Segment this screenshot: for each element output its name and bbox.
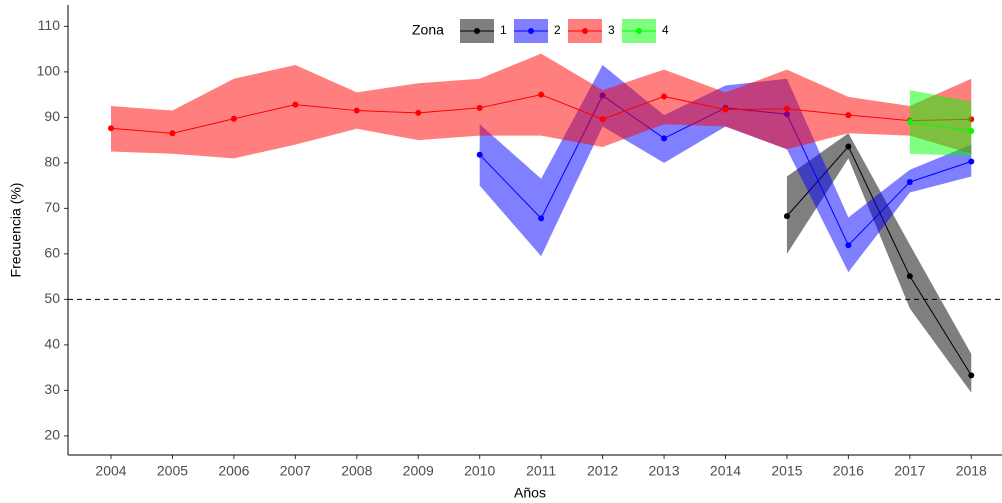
x-axis-title: Años	[514, 485, 546, 501]
data-point	[292, 101, 299, 108]
x-tick-label: 2013	[648, 463, 679, 479]
data-point	[169, 130, 176, 137]
data-point	[906, 273, 913, 280]
data-point	[906, 118, 913, 125]
x-tick-label: 2009	[403, 463, 434, 479]
data-point	[415, 109, 422, 116]
data-point	[845, 242, 852, 249]
data-point	[968, 158, 975, 165]
x-tick-label: 2014	[710, 463, 741, 479]
x-tick-label: 2016	[833, 463, 864, 479]
series-line	[909, 121, 972, 132]
x-tick-label: 2018	[956, 463, 987, 479]
legend-dot	[474, 28, 480, 34]
y-tick-label: 60	[44, 245, 60, 261]
data-point	[906, 178, 913, 185]
confidence-band	[909, 90, 972, 157]
data-point	[968, 128, 975, 135]
y-tick-label: 40	[44, 336, 60, 352]
y-tick-label: 70	[44, 199, 60, 215]
x-tick-label: 2007	[280, 463, 311, 479]
legend-label: 3	[608, 23, 615, 37]
data-point	[968, 372, 975, 379]
data-point	[538, 91, 545, 98]
x-tick-label: 2011	[526, 463, 556, 479]
x-tick-label: 2010	[464, 463, 495, 479]
data-point	[661, 93, 668, 100]
y-tick-label: 90	[44, 108, 60, 124]
data-point	[599, 116, 606, 123]
y-tick-label: 80	[44, 154, 60, 170]
legend-title: Zona	[412, 22, 444, 38]
y-tick-label: 50	[44, 290, 60, 306]
y-tick-label: 110	[38, 17, 61, 33]
data-point	[783, 213, 790, 220]
y-tick-label: 20	[44, 427, 60, 443]
y-tick-label: 30	[44, 381, 60, 397]
data-point	[722, 106, 729, 113]
x-tick-label: 2015	[771, 463, 802, 479]
data-point	[783, 105, 790, 112]
data-point	[845, 143, 852, 150]
x-tick-label: 2017	[894, 463, 925, 479]
x-tick-label: 2006	[218, 463, 249, 479]
confidence-band	[111, 53, 972, 159]
legend-label: 4	[662, 23, 669, 37]
data-point	[845, 112, 852, 119]
data-point	[353, 107, 360, 114]
y-axis-title: Frecuencia (%)	[8, 183, 24, 278]
data-point	[476, 104, 483, 111]
data-point	[476, 151, 483, 158]
data-point	[108, 125, 115, 132]
legend-dot	[636, 28, 642, 34]
data-point	[661, 135, 668, 142]
x-tick-label: 2004	[95, 463, 126, 479]
data-point	[230, 115, 237, 122]
data-point	[538, 215, 545, 222]
y-tick-label: 100	[37, 63, 61, 79]
x-tick-label: 2005	[157, 463, 188, 479]
confidence-band	[786, 133, 972, 393]
legend-label: 2	[554, 23, 561, 37]
legend-dot	[582, 28, 588, 34]
x-tick-label: 2008	[341, 463, 372, 479]
legend-dot	[528, 28, 534, 34]
legend-label: 1	[500, 23, 507, 37]
x-tick-label: 2012	[587, 463, 618, 479]
